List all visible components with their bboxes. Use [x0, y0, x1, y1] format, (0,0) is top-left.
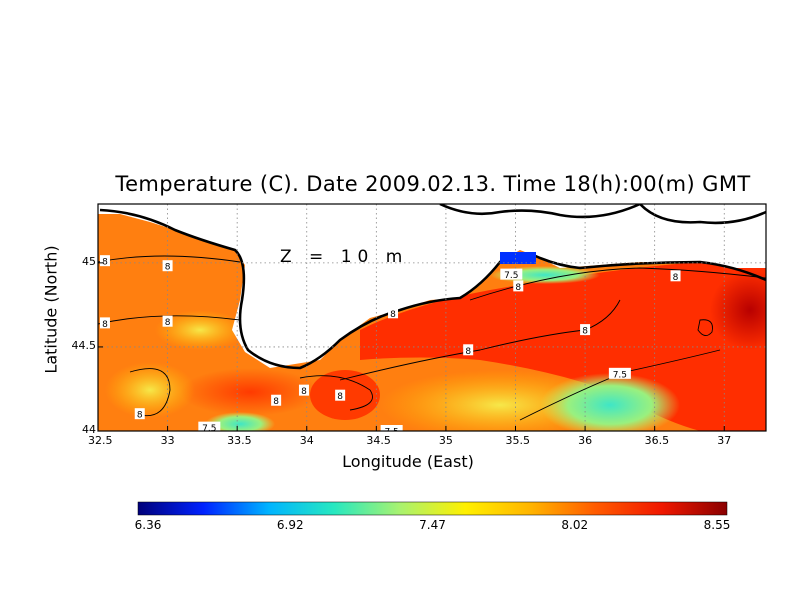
colorbar: [137, 501, 728, 516]
contour-line: [339, 299, 621, 381]
x-tick-label: 34.5: [366, 434, 391, 447]
contour-label-bg: [99, 317, 110, 329]
contour-line: [697, 319, 713, 336]
chart-title: Temperature (C). Date 2009.02.13. Time 1…: [115, 172, 751, 196]
x-tick-label: 36: [578, 434, 593, 447]
colorbar-tick-label: 8.55: [703, 518, 731, 532]
contour-label: 8: [165, 318, 171, 328]
plot-frame: [97, 203, 767, 432]
x-tick-label: 35: [438, 434, 453, 447]
y-tick-label: 44: [82, 423, 96, 436]
coastline-east: [639, 204, 766, 225]
contour-label-bg: [271, 394, 282, 406]
colorbar-tick-label: 8.02: [561, 518, 589, 532]
colorbar-tick-label: 6.36: [134, 518, 162, 532]
x-tick-label: 34: [299, 434, 314, 447]
cool-patch-sw: [205, 412, 275, 431]
hot-spot: [710, 270, 766, 350]
contour-label: 7.5: [613, 370, 627, 380]
contour-line: [129, 368, 171, 417]
cold-spot: [500, 252, 536, 264]
coastline-north: [439, 204, 641, 219]
contour-label-bg: [134, 408, 145, 420]
x-tick-label: 32.5: [88, 434, 113, 447]
y-tick-label: 45: [82, 254, 96, 268]
x-tick-label: 35.5: [505, 434, 531, 447]
contour-label: 8: [673, 273, 679, 283]
contour-label: 8: [301, 387, 307, 397]
contour-line: [299, 375, 373, 411]
warm-eddy: [180, 368, 320, 416]
contour-label-bg: [335, 389, 346, 401]
contour-label: 8: [102, 320, 108, 330]
contour-label-bg: [608, 367, 631, 379]
contour-label-bg: [380, 425, 403, 431]
x-axis-label: Longitude (East): [342, 452, 474, 471]
contour-label: 8: [390, 310, 396, 320]
colorbar-tick-label: 6.92: [276, 518, 304, 532]
contour-label-bg: [99, 255, 110, 267]
x-tick-label: 33: [160, 434, 175, 447]
contour-label: 7.5: [384, 428, 398, 438]
x-tick-label: 33.5: [227, 434, 252, 447]
x-tick-label: 36.5: [644, 434, 670, 447]
contour-label-bg: [388, 307, 399, 319]
contour-label-bg: [298, 384, 309, 396]
depth-annotation: Z = 10 m: [280, 247, 409, 267]
contour-label: 8: [515, 283, 521, 293]
contour-label: 8: [102, 258, 108, 268]
x-tick-label: 37: [717, 434, 732, 447]
contour-label: 8: [165, 263, 171, 273]
coastline: [99, 208, 766, 370]
contour-label: 8: [273, 397, 279, 407]
contour-label-bg: [580, 324, 591, 336]
land-crimea: [98, 204, 766, 368]
contour-label: 8: [337, 392, 343, 402]
contour-label-bg: [513, 280, 524, 292]
contour-label-bg: [670, 270, 681, 282]
yellow-patch-west: [105, 362, 195, 418]
contour-label-bg: [500, 268, 523, 280]
contour-label: 8: [137, 411, 143, 421]
contour-label: 7.5: [504, 271, 518, 281]
colorbar-tick-label: 7.47: [419, 518, 446, 532]
contour-label-bg: [198, 421, 221, 431]
contour-label: 8: [465, 347, 471, 357]
contour-label: 7.5: [202, 424, 216, 434]
contour-line: [98, 255, 241, 263]
axis-ticks: [97, 262, 725, 432]
contour-label-bg: [463, 344, 474, 356]
contour-label-bg: [162, 315, 173, 327]
contour-label: 8: [582, 327, 588, 337]
contour-label-bg: [162, 260, 173, 272]
y-tick-label: 44.5: [71, 338, 97, 352]
yellow-patch-mid: [155, 310, 245, 350]
plot-area: 8 8 8 8 8 7.5 8 8 8 7.5 8 7.5 8 8 8 7.5 8: [98, 204, 766, 438]
y-axis-label: Latitude (North): [41, 245, 61, 374]
contour-labels: 8 8 8 8 8 7.5 8 8 8 7.5 8 7.5 8 8 8 7.5 8: [99, 255, 681, 438]
cool-patch-south: [540, 373, 680, 431]
